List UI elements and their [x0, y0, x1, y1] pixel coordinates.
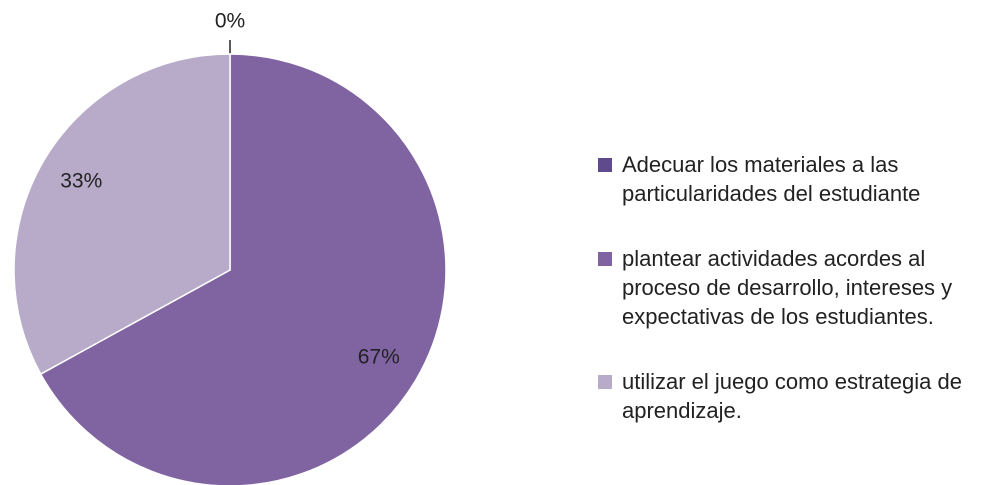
pie-slice — [39, 53, 447, 485]
legend-label: Adecuar los materiales a las particulari… — [622, 152, 921, 206]
legend-item: utilizar el juego como estrategia de apr… — [598, 367, 978, 425]
legend-swatch — [598, 252, 612, 266]
legend-label: utilizar el juego como estrategia de apr… — [622, 369, 962, 423]
data-label: 0% — [215, 10, 245, 33]
legend-swatch — [598, 375, 612, 389]
legend-item: Adecuar los materiales a las particulari… — [598, 150, 978, 208]
pie-slice — [13, 53, 231, 376]
data-label: 67% — [358, 346, 400, 369]
legend-swatch — [598, 158, 612, 172]
pie-area: 0% 67% 33% — [13, 10, 447, 485]
legend-item: plantear actividades acordes al proceso … — [598, 244, 978, 331]
legend-label: plantear actividades acordes al proceso … — [622, 246, 953, 329]
data-label: 33% — [60, 170, 102, 193]
legend: Adecuar los materiales a las particulari… — [598, 150, 978, 425]
